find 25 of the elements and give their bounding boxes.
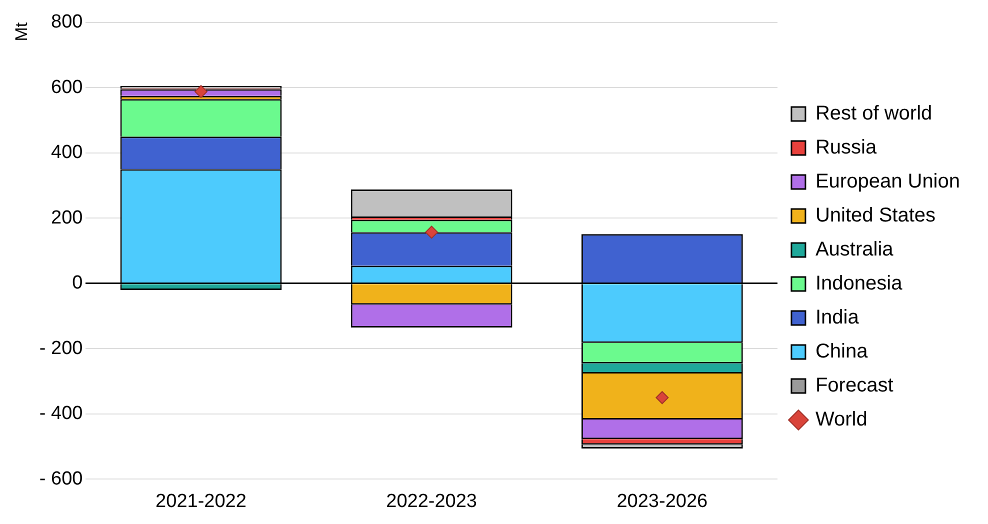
legend-label: Russia [815,136,878,159]
legend-label: European Union [815,170,960,193]
x-tick-label: 2021-2022 [156,490,246,512]
legend-label: Indonesia [815,272,904,295]
point [425,226,438,239]
legend-label: Forecast [815,374,894,397]
point [656,391,669,404]
y-axis-title: Mt [12,22,31,42]
x-tick-label: 2022-2023 [386,490,478,512]
y-tick-label: 200 [51,207,83,228]
point [194,85,208,98]
legend-label: China [815,340,869,363]
y-tick-label: 0 [72,272,83,294]
y-tick-label: - 600 [39,468,83,490]
y-tick-label: 600 [51,76,83,98]
y-tick-label: - 400 [39,403,83,424]
y-tick-label: - 200 [39,338,83,359]
legend-label: United States [815,204,936,227]
y-tick-label: 800 [51,12,83,33]
legend-label: India [815,306,860,329]
legend-label: World [815,408,868,431]
legend-label: Rest of world [815,102,932,125]
y-tick-label: 400 [51,142,83,164]
legend-label: Australia [815,238,894,261]
x-tick-label: 2023-2026 [616,490,708,512]
